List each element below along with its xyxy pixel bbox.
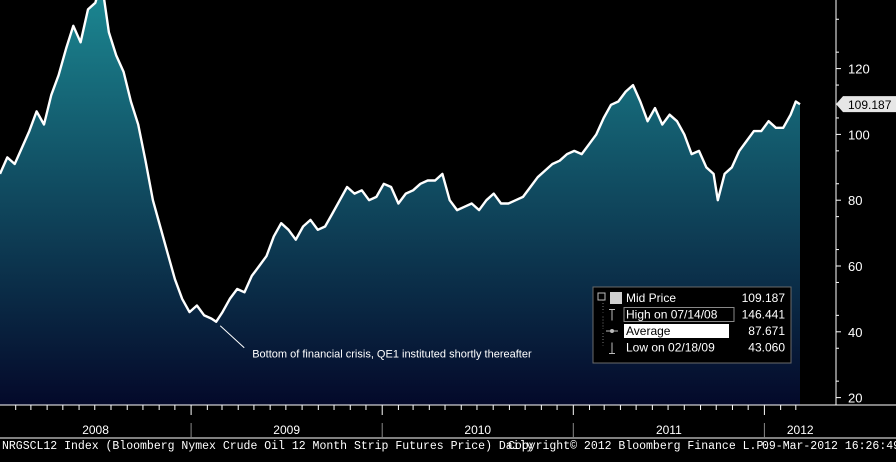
x-tick-label: 2012 [787, 423, 814, 437]
x-tick-label: 2008 [82, 423, 109, 437]
legend-label: High on 07/14/08 [626, 308, 718, 322]
y-axis: 20 40 60 80 100 120 109.187 [835, 0, 896, 406]
annotation-pointer [219, 325, 245, 349]
annotation-text: Bottom of financial crisis, QE1 institut… [252, 349, 532, 361]
legend-label: Mid Price [626, 291, 676, 305]
legend-swatch [610, 292, 622, 304]
footer-copyright: Copyright© 2012 Bloomberg Finance L.P. [508, 440, 771, 453]
legend-value: 146.441 [742, 308, 786, 322]
legend-value: 109.187 [742, 291, 786, 305]
legend-collapse-toggle [597, 292, 606, 301]
footer-timestamp: 09-Mar-2012 16:26:49 [762, 440, 896, 453]
y-tick-label: 100 [848, 127, 870, 142]
legend-value: 87.671 [748, 324, 785, 338]
y-tick-label: 40 [848, 325, 862, 340]
legend-average-dot [610, 329, 614, 333]
x-tick-label: 2011 [656, 423, 682, 437]
legend-label-highlight [624, 324, 729, 338]
y-tick-label: 20 [848, 391, 862, 406]
y-tick-label: 80 [848, 193, 862, 208]
y-tick-label: 120 [848, 62, 870, 77]
x-tick-label: 2009 [273, 423, 300, 437]
legend-label: Average [626, 324, 671, 338]
legend-label: Low on 02/18/09 [626, 341, 715, 355]
y-tick-label: 60 [848, 259, 862, 274]
annotation-layer: Bottom of financial crisis, QE1 institut… [219, 325, 532, 361]
legend-label-box [623, 307, 735, 322]
x-tick-label: 2010 [464, 423, 491, 437]
x-axis: 2008 2009 2010 2011 2012 [0, 404, 896, 439]
last-price-box [836, 96, 896, 113]
footer-source: NRGSCL12 Index (Bloomberg Nymex Crude Oi… [2, 440, 534, 453]
legend: Mid Price 109.187 High on 07/14/08 146.441 A… [592, 286, 792, 364]
footer: NRGSCL12 Index (Bloomberg Nymex Crude Oi… [2, 440, 896, 457]
last-price-label: 109.187 [848, 98, 892, 112]
series-line [0, 0, 801, 323]
legend-value: 43.060 [748, 341, 785, 355]
